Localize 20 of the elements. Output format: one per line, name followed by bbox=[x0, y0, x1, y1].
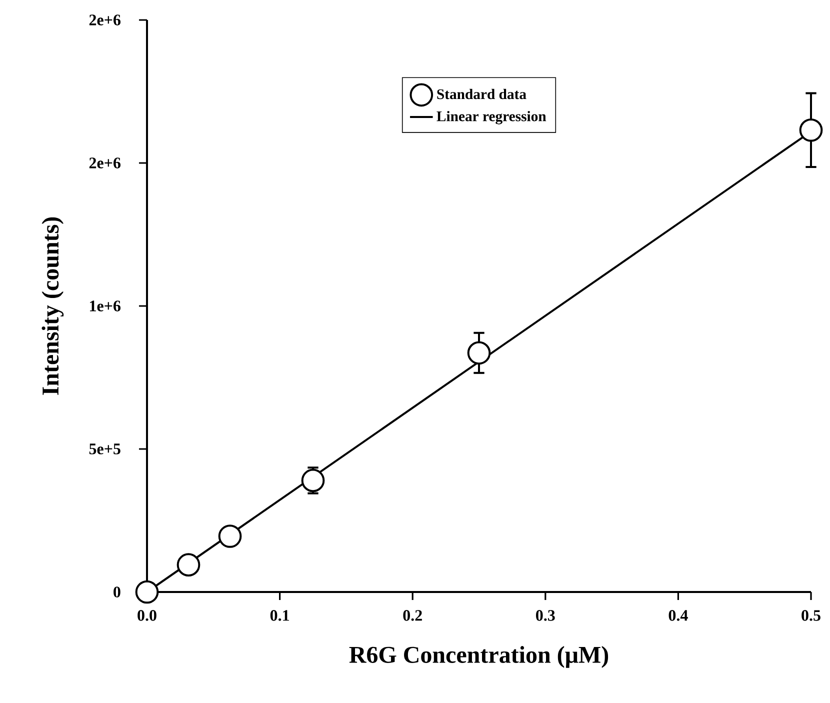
point bbox=[135, 580, 159, 604]
y-tick-label: 5e+5 bbox=[89, 444, 120, 454]
x-tick-label: 0.4 bbox=[668, 610, 688, 621]
x-tick-label: 0.5 bbox=[802, 610, 820, 621]
x-tick-label: 0.3 bbox=[536, 610, 555, 621]
y-tick-label: 1e+6 bbox=[90, 300, 120, 312]
y-tick-label: 2e+6 bbox=[89, 14, 120, 26]
y-tick-label: 0 bbox=[114, 586, 120, 598]
point bbox=[176, 553, 200, 576]
point bbox=[301, 468, 325, 492]
x-tick-label: 0.2 bbox=[403, 610, 422, 621]
x-axis-title: R6G Concentration (μM) bbox=[349, 646, 608, 668]
point bbox=[218, 524, 242, 548]
x-tick-label: 0.0 bbox=[138, 610, 156, 621]
x-tick-label: 0.1 bbox=[270, 610, 289, 621]
y-axis-title: Intensity (counts) bbox=[42, 217, 64, 395]
legend-label: Linear regression bbox=[436, 110, 546, 124]
y-tick-label: 2e+6 bbox=[89, 158, 120, 168]
point bbox=[467, 341, 491, 365]
legend-label: Standard data bbox=[437, 88, 526, 100]
